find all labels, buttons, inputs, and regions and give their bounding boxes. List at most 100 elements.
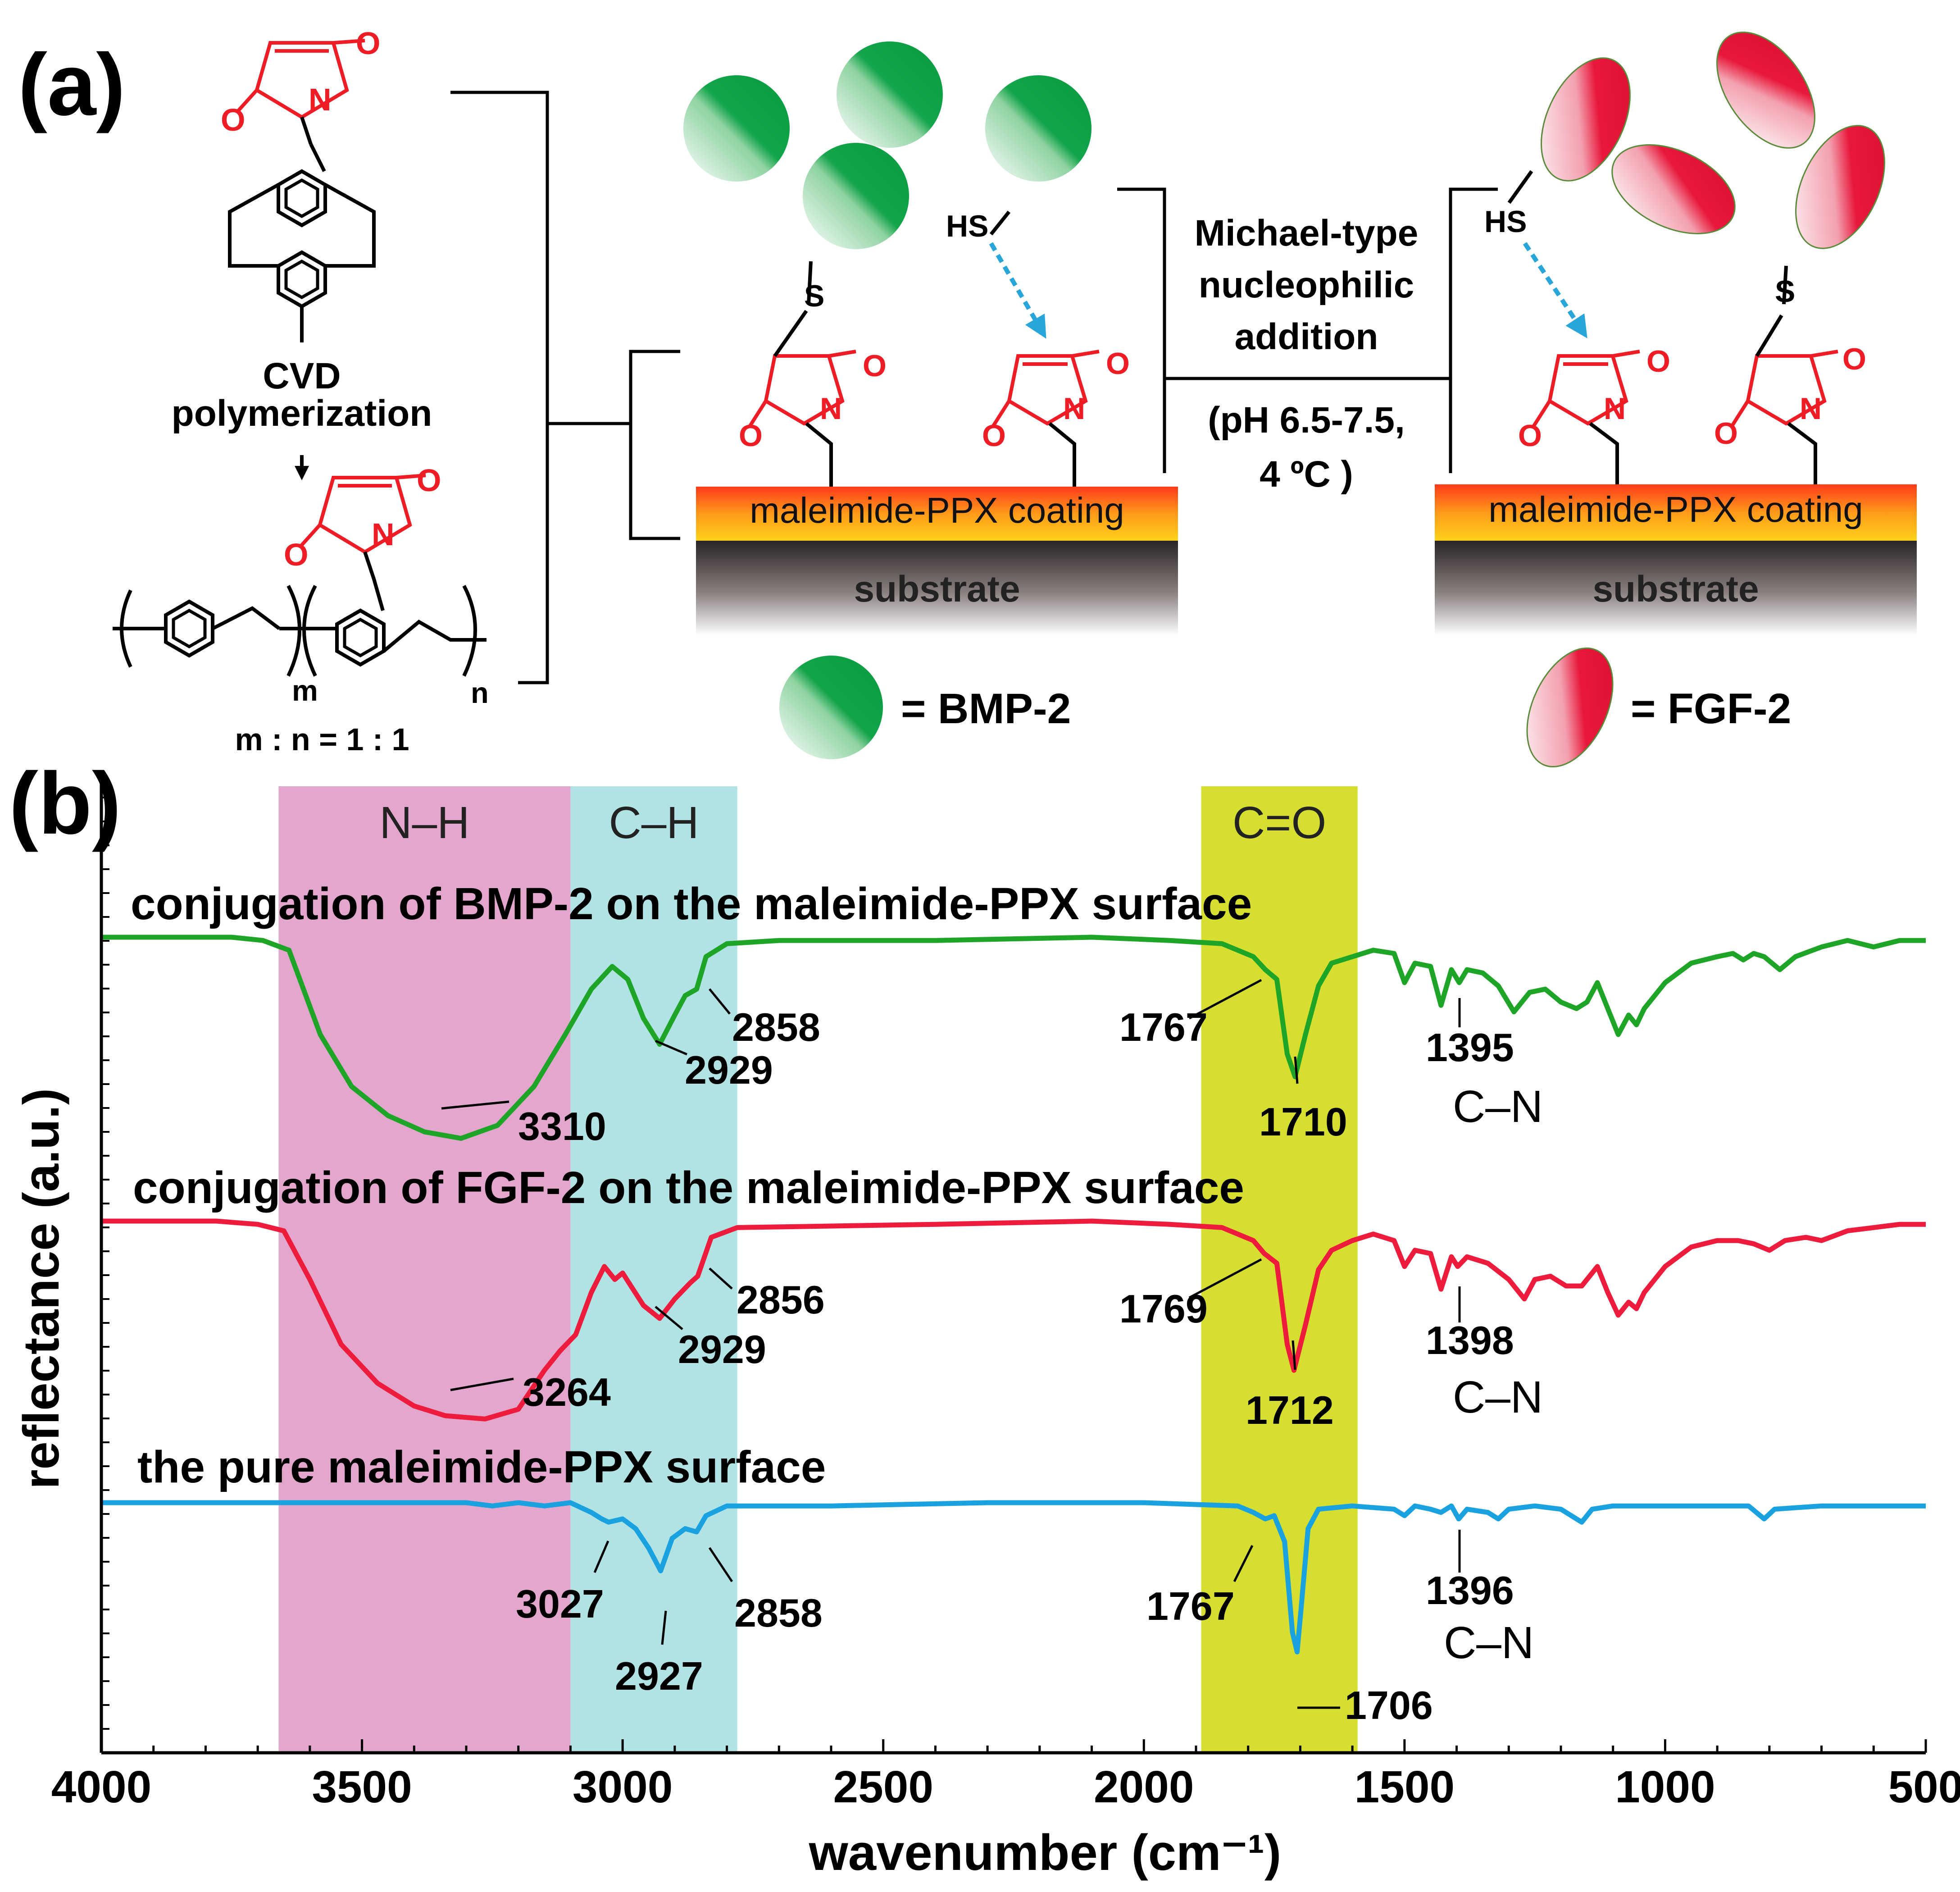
succinimide-ring <box>748 350 856 427</box>
o-atom: O <box>1646 344 1670 378</box>
x-tick-label: 1500 <box>1355 1762 1455 1812</box>
substrate-label-left: substrate <box>854 569 1020 610</box>
peak-label: 2927 <box>615 1654 703 1698</box>
succinimide-ring-right <box>1730 350 1838 427</box>
panel-b-label: (b) <box>9 754 121 853</box>
peak-label: 1710 <box>1259 1099 1347 1144</box>
bmp2-protein <box>837 41 943 148</box>
series-line-1 <box>101 1218 1926 1422</box>
x-tick-label: 3000 <box>573 1762 673 1812</box>
o-atom: O <box>1106 346 1130 381</box>
conditions-line-2: 4 ºC ) <box>1260 454 1353 495</box>
fgf2-legend-icon <box>1526 647 1614 768</box>
y-axis-title: reflectance (a.u.) <box>13 1088 69 1489</box>
band-0 <box>278 786 571 1753</box>
chart-axes: 4000 3500 3000 2500 2000 1500 1000 500 <box>51 780 1960 1812</box>
peak-label: 3310 <box>518 1104 606 1149</box>
benzene-ring <box>166 602 213 656</box>
peak-label: 1395 <box>1426 1025 1514 1070</box>
bmp2-legend-icon <box>779 656 883 759</box>
x-tick-label: 4000 <box>51 1762 151 1812</box>
o-atom: O <box>221 102 245 137</box>
o-atom: O <box>863 349 887 383</box>
polymerization-label: polymerization <box>172 393 432 434</box>
band-label: C=O <box>1232 798 1326 848</box>
peak-label: 1769 <box>1119 1286 1208 1331</box>
o-atom: O <box>982 419 1006 453</box>
substrate-left <box>696 541 1178 635</box>
maleimide-ring-left <box>991 350 1100 427</box>
peak-label: 2858 <box>732 1005 820 1049</box>
x-tick-label: 1000 <box>1615 1762 1715 1812</box>
benzene-ring <box>278 171 325 225</box>
coating-layer-left <box>696 487 1178 541</box>
peak-leader-lines <box>441 979 1461 1709</box>
benzene-ring <box>278 252 325 306</box>
cn-label-bmp2: C–N <box>1453 1081 1543 1132</box>
cvd-label: CVD <box>263 356 341 397</box>
bmp2-protein <box>985 75 1091 182</box>
peak-label: 1712 <box>1246 1388 1334 1432</box>
peak-labels-pure: 3027 2927 2858 1767 1706 1396 <box>516 1568 1514 1728</box>
o-atom: O <box>739 419 763 453</box>
series-title-bmp2: conjugation of BMP-2 on the maleimide-PP… <box>131 879 1252 929</box>
fgf2-legend-label: = FGF-2 <box>1631 685 1791 733</box>
x-tick-label: 2000 <box>1094 1762 1194 1812</box>
cn-label-pure: C–N <box>1444 1618 1534 1668</box>
s-atom: S <box>1775 274 1795 309</box>
peak-label: 2929 <box>685 1048 773 1092</box>
s-atom: S <box>804 279 824 313</box>
subscript-m: m <box>292 674 318 707</box>
reaction-line-1: Michael-type <box>1195 213 1419 254</box>
substrate-right <box>1435 541 1917 635</box>
x-tick-label: 3500 <box>312 1762 412 1812</box>
subscript-n: n <box>471 676 489 709</box>
peak-label: 1706 <box>1345 1683 1433 1728</box>
maleimide-ring-polymer <box>298 474 426 580</box>
cn-label-fgf2: C–N <box>1453 1372 1543 1422</box>
peak-label: 1398 <box>1426 1318 1514 1363</box>
maleimide-ring-top <box>235 39 365 145</box>
series-line-2 <box>101 1500 1926 1655</box>
peak-label: 2856 <box>737 1277 825 1322</box>
fgf2-protein <box>1716 32 1815 149</box>
peak-label: 1396 <box>1426 1568 1514 1613</box>
conditions-line-1: (pH 6.5-7.5, <box>1208 400 1405 441</box>
fgf2-protein <box>1541 57 1631 182</box>
x-tick-label: 2500 <box>833 1762 933 1812</box>
x-axis-title: wavenumber (cm⁻¹) <box>809 1824 1282 1881</box>
reaction-line-2: nucleophilic <box>1199 264 1414 305</box>
bmp2-protein <box>683 75 790 182</box>
n-atom: N <box>820 392 842 426</box>
spectra <box>101 935 1926 1655</box>
o-atom: O <box>1842 342 1866 376</box>
o-atom: O <box>1714 416 1738 451</box>
reaction-line-3: addition <box>1235 316 1378 357</box>
coating-label-right: maleimide-PPX coating <box>1488 489 1863 529</box>
n-atom: N <box>1063 392 1085 426</box>
ratio-label: m : n = 1 : 1 <box>235 722 409 757</box>
peak-label: 1767 <box>1146 1584 1235 1628</box>
o-atom: O <box>356 26 380 61</box>
band-label: N–H <box>379 798 469 848</box>
panel-b: (b) N–H C–H C=O 4000 3500 3000 2500 2000 1500 10… <box>9 754 1960 1881</box>
series-line-0 <box>101 935 1926 1141</box>
n-atom: N <box>309 82 332 117</box>
bridge <box>228 143 376 480</box>
panel-a: (a) O O N CVD polymerization <box>18 26 1917 768</box>
series-title-pure: the pure maleimide-PPX surface <box>137 1442 826 1492</box>
bmp2-legend-label: = BMP-2 <box>901 685 1071 733</box>
peak-labels-bmp2: 3310 2929 2858 1767 1710 1395 <box>518 1005 1514 1149</box>
series-title-fgf2: conjugation of FGF-2 on the maleimide-PP… <box>133 1163 1244 1213</box>
polymer-backbone <box>113 578 487 677</box>
n-atom: N <box>1800 392 1822 426</box>
coating-layer-right <box>1435 484 1917 541</box>
o-atom: O <box>284 537 308 572</box>
maleimide-ring-right <box>1532 350 1640 427</box>
bracket <box>450 91 680 684</box>
band-label: C–H <box>609 798 699 848</box>
n-atom: N <box>372 517 395 552</box>
o-atom: O <box>417 463 441 498</box>
panel-a-label: (a) <box>18 36 125 134</box>
peak-label: 3027 <box>516 1582 604 1626</box>
